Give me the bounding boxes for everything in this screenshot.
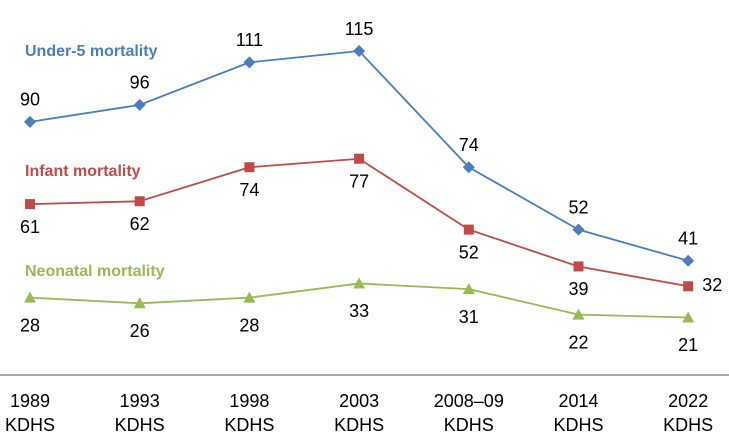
data-label: 32 <box>702 275 722 295</box>
marker <box>243 56 256 69</box>
x-tick-label: 1989 KDHS <box>4 391 55 435</box>
x-tick-label: 2003 KDHS <box>334 391 385 435</box>
marker <box>573 261 584 272</box>
marker <box>24 291 36 303</box>
marker <box>133 98 146 111</box>
data-label: 41 <box>678 229 698 249</box>
data-label: 28 <box>20 315 40 335</box>
data-label: 61 <box>20 217 40 237</box>
marker <box>353 45 366 58</box>
x-tick-label: 1993 KDHS <box>114 391 165 435</box>
series-label: Infant mortality <box>25 163 141 180</box>
marker <box>134 196 145 207</box>
data-label: 111 <box>236 30 263 50</box>
marker <box>243 291 256 303</box>
data-label: 22 <box>568 332 588 352</box>
data-label: 77 <box>349 171 369 191</box>
data-label: 31 <box>459 307 479 327</box>
data-label: 62 <box>130 214 150 234</box>
data-label: 74 <box>459 135 479 155</box>
data-label: 115 <box>345 19 374 39</box>
marker <box>25 199 35 210</box>
data-label: 39 <box>568 279 588 299</box>
marker <box>572 308 585 320</box>
data-label: 28 <box>239 315 259 335</box>
marker <box>354 153 365 164</box>
marker <box>683 281 694 292</box>
marker <box>572 223 585 236</box>
marker <box>462 283 475 295</box>
marker <box>462 161 475 174</box>
x-tick-label: 1998 KDHS <box>224 391 275 435</box>
series-label: Neonatal mortality <box>25 263 165 280</box>
data-label: 74 <box>239 180 259 200</box>
data-label: 96 <box>130 73 150 93</box>
marker <box>244 162 255 173</box>
data-label: 26 <box>130 321 150 341</box>
data-label: 21 <box>678 335 698 355</box>
marker <box>463 224 474 235</box>
data-label: 90 <box>20 90 40 110</box>
marker <box>682 311 695 323</box>
x-tick-label: 2022 KDHS <box>663 391 714 435</box>
data-label: 33 <box>349 301 369 321</box>
marker <box>353 277 366 289</box>
data-label: 52 <box>459 242 479 262</box>
x-tick-label: 2014 KDHS <box>553 391 604 435</box>
marker <box>24 115 36 128</box>
marker <box>682 254 695 267</box>
x-tick-label: 2008–09 KDHS <box>433 391 504 435</box>
series-label: Under-5 mortality <box>25 43 158 60</box>
data-label: 52 <box>568 197 588 217</box>
marker <box>133 297 146 309</box>
